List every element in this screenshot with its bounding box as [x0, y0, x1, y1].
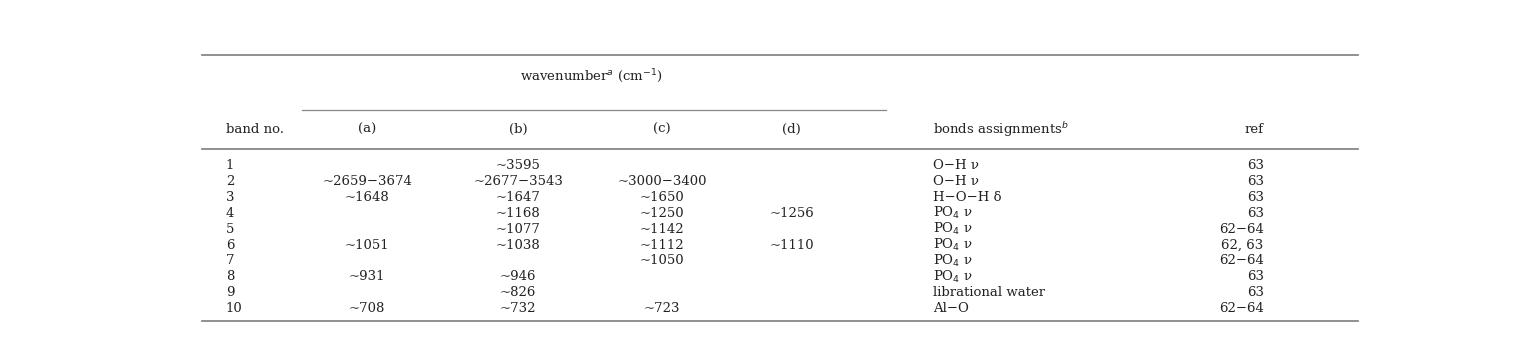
Text: 62−64: 62−64 [1219, 223, 1263, 236]
Text: (d): (d) [782, 123, 801, 136]
Text: (b): (b) [508, 123, 528, 136]
Text: H−O−H δ: H−O−H δ [933, 191, 1001, 204]
Text: ~2677−3543: ~2677−3543 [473, 175, 563, 188]
Text: 10: 10 [225, 302, 242, 315]
Text: PO$_4$ ν: PO$_4$ ν [933, 237, 973, 253]
Text: O−H ν: O−H ν [933, 159, 979, 172]
Text: 6: 6 [225, 238, 234, 252]
Text: ~931: ~931 [349, 270, 385, 283]
Text: ~1650: ~1650 [639, 191, 685, 204]
Text: band no.: band no. [225, 123, 283, 136]
Text: ~3000−3400: ~3000−3400 [618, 175, 706, 188]
Text: ~1038: ~1038 [496, 238, 540, 252]
Text: ~732: ~732 [499, 302, 536, 315]
Text: 8: 8 [225, 270, 234, 283]
Text: 63: 63 [1247, 270, 1263, 283]
Text: ~1077: ~1077 [496, 223, 540, 236]
Text: 2: 2 [225, 175, 234, 188]
Text: wavenumber$^{a}$ (cm$^{-1}$): wavenumber$^{a}$ (cm$^{-1}$) [521, 67, 662, 85]
Text: ~1250: ~1250 [639, 207, 685, 220]
Text: ~2659−3674: ~2659−3674 [323, 175, 412, 188]
Text: ~1110: ~1110 [770, 238, 814, 252]
Text: ~1050: ~1050 [639, 254, 685, 268]
Text: ~1051: ~1051 [345, 238, 390, 252]
Text: 62−64: 62−64 [1219, 302, 1263, 315]
Text: 63: 63 [1247, 175, 1263, 188]
Text: ~1168: ~1168 [496, 207, 540, 220]
Text: 63: 63 [1247, 191, 1263, 204]
Text: 1: 1 [225, 159, 234, 172]
Text: ~1647: ~1647 [496, 191, 540, 204]
Text: ref: ref [1245, 123, 1263, 136]
Text: O−H ν: O−H ν [933, 175, 979, 188]
Text: librational water: librational water [933, 286, 1046, 299]
Text: 62, 63: 62, 63 [1221, 238, 1263, 252]
Text: 63: 63 [1247, 286, 1263, 299]
Text: ~1256: ~1256 [770, 207, 814, 220]
Text: ~1648: ~1648 [345, 191, 390, 204]
Text: 62−64: 62−64 [1219, 254, 1263, 268]
Text: PO$_4$ ν: PO$_4$ ν [933, 253, 973, 269]
Text: 3: 3 [225, 191, 234, 204]
Text: ~826: ~826 [501, 286, 536, 299]
Text: 7: 7 [225, 254, 234, 268]
Text: ~708: ~708 [349, 302, 385, 315]
Text: PO$_4$ ν: PO$_4$ ν [933, 221, 973, 237]
Text: 5: 5 [225, 223, 234, 236]
Text: 9: 9 [225, 286, 234, 299]
Text: 63: 63 [1247, 207, 1263, 220]
Text: PO$_4$ ν: PO$_4$ ν [933, 205, 973, 221]
Text: bonds assignments$^{b}$: bonds assignments$^{b}$ [933, 120, 1070, 139]
Text: (a): (a) [358, 123, 376, 136]
Text: 4: 4 [225, 207, 234, 220]
Text: 63: 63 [1247, 159, 1263, 172]
Text: Al−O: Al−O [933, 302, 970, 315]
Text: ~946: ~946 [499, 270, 536, 283]
Text: PO$_4$ ν: PO$_4$ ν [933, 269, 973, 285]
Text: ~3595: ~3595 [496, 159, 540, 172]
Text: ~1142: ~1142 [639, 223, 685, 236]
Text: ~723: ~723 [644, 302, 680, 315]
Text: (c): (c) [653, 123, 671, 136]
Text: ~1112: ~1112 [639, 238, 685, 252]
